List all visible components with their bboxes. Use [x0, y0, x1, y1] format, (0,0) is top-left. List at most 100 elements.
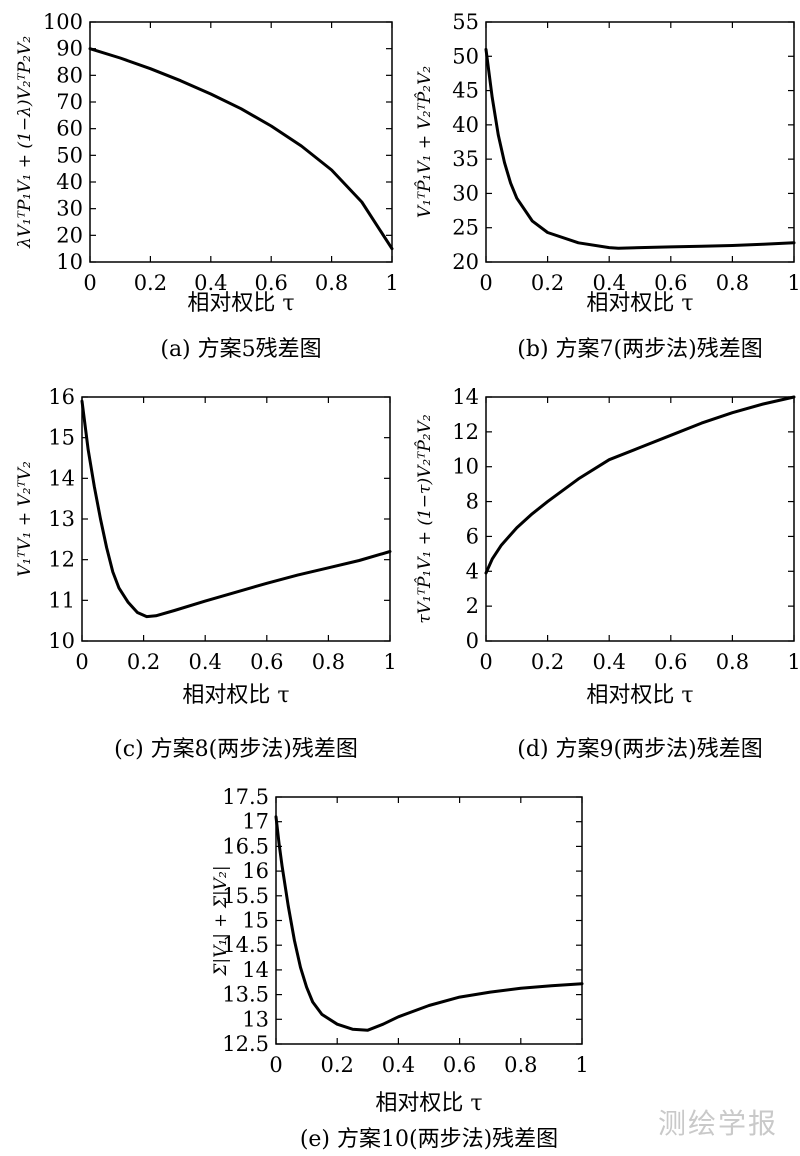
x-tick-label: 0.6: [443, 1053, 476, 1077]
x-tick-label: 0: [479, 650, 492, 674]
y-tick-label: 8: [466, 490, 479, 514]
x-tick-label: 1: [787, 271, 800, 295]
x-tick-label: 1: [385, 271, 398, 295]
x-tick-label: 0.6: [654, 271, 687, 295]
panel-caption: (d) 方案9(两步法)残差图: [517, 737, 762, 762]
x-tick-label: 0.2: [531, 650, 564, 674]
y-tick-label: 50: [56, 143, 83, 167]
y-axis-label: Σ|V₁| + Σ|V₂|: [211, 865, 231, 976]
y-tick-label: 0: [466, 629, 479, 653]
series-line-d-0: [484, 395, 796, 575]
plot-frame-a: [89, 21, 393, 263]
y-tick-label: 13.5: [222, 983, 269, 1007]
x-tick-label: 0.2: [320, 1053, 353, 1077]
y-tick-label: 10: [48, 629, 75, 653]
x-tick-label: 0: [75, 650, 88, 674]
x-tick-label: 0: [83, 271, 96, 295]
plot-frame-b: [485, 21, 795, 263]
x-tick-label: 0.6: [654, 650, 687, 674]
y-tick-label: 15.5: [222, 884, 269, 908]
y-tick-label: 15: [48, 426, 75, 450]
x-axis-label: 相对权比 τ: [187, 291, 294, 316]
y-tick-label: 12.5: [222, 1032, 269, 1056]
panel-caption: (a) 方案5残差图: [160, 337, 321, 362]
y-tick-label: 25: [452, 216, 479, 240]
y-tick-label: 13: [242, 1007, 269, 1031]
y-tick-label: 14: [452, 385, 479, 409]
y-tick-label: 90: [56, 37, 83, 61]
y-tick-label: 60: [56, 117, 83, 141]
series-line-a-0: [88, 47, 394, 251]
y-tick-label: 17.5: [222, 785, 269, 809]
x-tick-label: 0.4: [592, 650, 625, 674]
y-tick-label: 12: [48, 548, 75, 572]
y-tick-label: 4: [466, 559, 479, 583]
chart-panel-c: 0 0.2 0.4 0.6 0.8 1 10 11 12 13 14 15 16 相对权比 τ V₁ᵀV₁ …: [15, 385, 397, 762]
x-tick-label: 0.8: [312, 650, 345, 674]
y-tick-label: 30: [56, 197, 83, 221]
y-tick-label: 6: [466, 524, 479, 548]
plot-frame-d: [485, 396, 795, 642]
x-tick-label: 0: [269, 1053, 282, 1077]
y-tick-label: 40: [56, 170, 83, 194]
x-tick-label: 0.4: [592, 271, 625, 295]
journal-watermark: 测绘学报: [657, 1107, 778, 1140]
y-axis-label: λV₁ᵀP₁V₁ + (1−λ)V₂ᵀP₂V₂: [15, 36, 35, 249]
y-tick-label: 35: [452, 147, 479, 171]
y-tick-label: 70: [56, 90, 83, 114]
y-tick-label: 10: [452, 455, 479, 479]
y-tick-label: 13: [48, 507, 75, 531]
y-tick-label: 20: [452, 250, 479, 274]
y-tick-label: 50: [452, 44, 479, 68]
x-axis-label: 相对权比 τ: [586, 291, 693, 316]
x-tick-label: 1: [575, 1053, 588, 1077]
x-tick-label: 0.8: [716, 271, 749, 295]
y-tick-label: 17: [242, 810, 269, 834]
y-tick-label: 16: [48, 385, 75, 409]
y-tick-label: 45: [452, 79, 479, 103]
series-line-e-0: [274, 815, 584, 1032]
x-tick-label: 0.8: [504, 1053, 537, 1077]
x-tick-label: 1: [787, 650, 800, 674]
y-tick-label: 40: [452, 113, 479, 137]
y-tick-label: 20: [56, 223, 83, 247]
y-tick-label: 14: [48, 466, 75, 490]
y-tick-label: 80: [56, 63, 83, 87]
y-tick-label: 2: [466, 594, 479, 618]
y-axis-label: V₁ᵀV₁ + V₂ᵀV₂: [15, 461, 35, 577]
x-tick-label: 0.6: [254, 271, 287, 295]
y-tick-label: 15: [242, 909, 269, 933]
y-tick-label: 10: [56, 250, 83, 274]
x-axis-label: 相对权比 τ: [375, 1091, 482, 1116]
chart-panel-b: 0 0.2 0.4 0.6 0.8 1 20 25 30 35 40 45 50 55 相对权比 τ V₁ᵀP…: [415, 10, 800, 362]
series-line-c-0: [80, 399, 392, 619]
x-tick-label: 0.2: [531, 271, 564, 295]
x-tick-label: 0.4: [382, 1053, 415, 1077]
y-tick-label: 55: [452, 10, 479, 34]
y-tick-label: 14.5: [222, 933, 269, 957]
x-tick-label: 0.8: [315, 271, 348, 295]
panel-caption: (c) 方案8(两步法)残差图: [114, 737, 358, 762]
x-axis-label: 相对权比 τ: [586, 683, 693, 708]
panel-caption: (b) 方案7(两步法)残差图: [517, 337, 762, 362]
x-tick-label: 0.8: [716, 650, 749, 674]
panel-caption: (e) 方案10(两步法)残差图: [300, 1127, 558, 1152]
y-tick-label: 16: [242, 859, 269, 883]
x-axis-label: 相对权比 τ: [182, 683, 289, 708]
x-tick-label: 0.4: [188, 650, 221, 674]
chart-panel-e: 0 0.2 0.4 0.6 0.8 1 12.51313.51414.51515.51616…: [211, 785, 589, 1152]
y-axis-label: τV₁ᵀP̂₁V₁ + (1−τ)V₂ᵀP̂₂V₂: [415, 414, 435, 624]
x-tick-label: 0.4: [194, 271, 227, 295]
y-tick-label: 14: [242, 958, 269, 982]
x-tick-label: 0: [479, 271, 492, 295]
x-tick-label: 0.2: [134, 271, 167, 295]
y-tick-label: 12: [452, 420, 479, 444]
x-tick-label: 1: [383, 650, 396, 674]
y-tick-label: 30: [452, 181, 479, 205]
y-axis-label: V₁ᵀP̂₁V₁ + V₂ᵀP̂₂V₂: [415, 66, 435, 218]
x-tick-label: 0.2: [127, 650, 160, 674]
y-tick-label: 100: [43, 10, 83, 34]
